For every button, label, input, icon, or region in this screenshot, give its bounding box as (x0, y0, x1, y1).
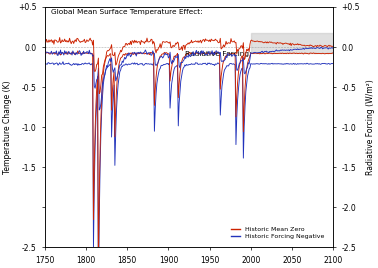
Legend: Historic Mean Zero, Historic Forcing Negative: Historic Mean Zero, Historic Forcing Neg… (228, 224, 327, 242)
Text: Global Mean Surface Temperature Effect:: Global Mean Surface Temperature Effect: (51, 9, 202, 15)
Y-axis label: Radiative Forcing (W/m²): Radiative Forcing (W/m²) (366, 79, 375, 175)
Text: Radiative Forcing:: Radiative Forcing: (185, 51, 251, 57)
Y-axis label: Temperature Change (K): Temperature Change (K) (3, 80, 12, 174)
Bar (251, 33, 333, 53)
